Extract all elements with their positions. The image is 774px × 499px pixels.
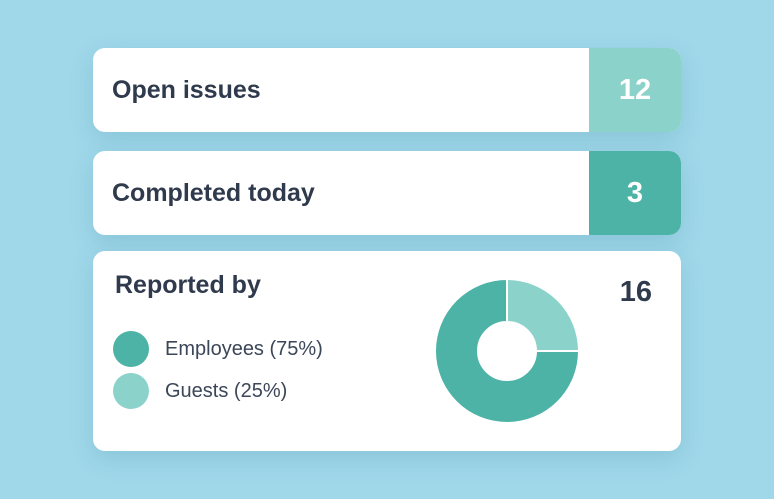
completed-today-label: Completed today (112, 178, 315, 207)
open-issues-label: Open issues (112, 75, 261, 104)
reported-by-total: 16 (619, 276, 652, 308)
legend-swatch-guests (113, 373, 149, 409)
open-issues-count: 12 (589, 48, 681, 132)
legend-item-guests: Guests (25%) (113, 373, 287, 409)
donut-slice-employees (434, 277, 581, 424)
reported-by-title: Reported by (115, 271, 261, 299)
legend-label-guests: Guests (25%) (165, 379, 288, 402)
donut-slice-guests (506, 277, 581, 352)
reported-by-donut-chart (434, 277, 581, 424)
completed-today-card[interactable]: Completed today 3 (93, 151, 681, 235)
legend-swatch-employees (113, 331, 149, 367)
open-issues-card[interactable]: Open issues 12 (93, 48, 681, 132)
legend-item-employees: Employees (75%) (113, 331, 323, 367)
completed-today-count: 3 (589, 151, 681, 235)
reported-by-card: Reported by 16 Employees (75%) Guests (2… (93, 251, 681, 451)
legend-label-employees: Employees (75%) (165, 337, 323, 360)
